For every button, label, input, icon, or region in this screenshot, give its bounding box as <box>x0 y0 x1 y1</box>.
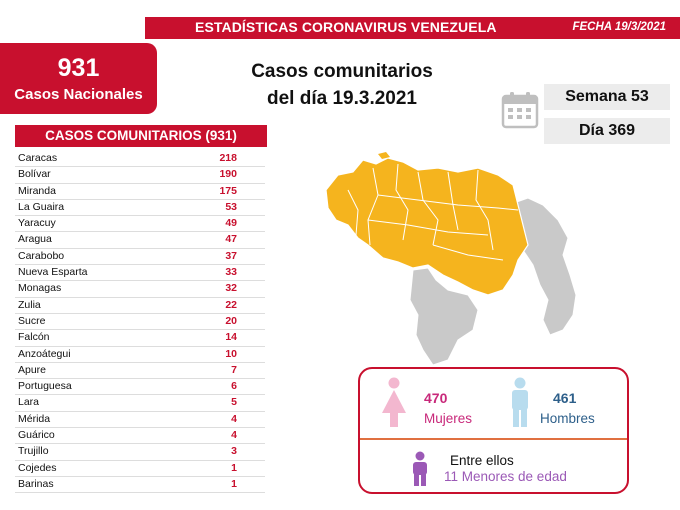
state-cases: 5 <box>231 396 237 409</box>
state-name: Falcón <box>18 331 50 344</box>
state-name: Mérida <box>18 412 51 425</box>
table-row: Falcón 14 <box>15 330 265 347</box>
men-label: Hombres <box>540 411 595 426</box>
headline-line-2: del día 19.3.2021 <box>267 88 417 109</box>
table-row: Mérida 4 <box>15 412 265 429</box>
table-row: Aragua 47 <box>15 232 265 249</box>
state-cases: 7 <box>231 363 237 376</box>
state-cases: 10 <box>225 347 237 360</box>
venezuela-map <box>325 152 577 366</box>
table-row: Portuguesa 6 <box>15 379 265 396</box>
national-cases-label: Casos Nacionales <box>14 86 143 103</box>
table-row: Lara 5 <box>15 395 265 412</box>
state-name: Caracas <box>18 152 58 164</box>
table-row: Cojedes 1 <box>15 461 265 477</box>
table-row: Anzoátegui 10 <box>15 347 265 363</box>
state-cases: 22 <box>225 298 237 311</box>
title-strip <box>145 17 680 39</box>
state-cases: 218 <box>219 152 237 164</box>
headline: Casos comunitarios del día 19.3.2021 <box>232 58 452 112</box>
card-divider <box>360 438 627 440</box>
table-row: Trujillo 3 <box>15 444 265 461</box>
state-cases: 37 <box>225 249 237 262</box>
state-cases: 6 <box>231 380 237 393</box>
state-name: Zulia <box>18 298 41 311</box>
state-cases: 190 <box>219 168 237 181</box>
page-title: ESTADÍSTICAS CORONAVIRUS VENEZUELA <box>195 19 497 35</box>
state-cases: 175 <box>219 184 237 197</box>
state-name: Trujillo <box>18 445 49 458</box>
table-row: Miranda 175 <box>15 184 265 200</box>
state-name: Anzoátegui <box>18 347 71 360</box>
state-cases: 3 <box>231 445 237 458</box>
women-label: Mujeres <box>424 411 473 426</box>
national-cases-count: 931 <box>57 54 100 82</box>
state-name: Miranda <box>18 184 56 197</box>
minors-heading: Entre ellos <box>450 453 514 468</box>
state-name: Aragua <box>18 233 52 246</box>
table-row: La Guaira 53 <box>15 200 265 217</box>
table-row: Sucre 20 <box>15 314 265 331</box>
men-count: 461 <box>553 390 577 406</box>
table-row: Zulia 22 <box>15 298 265 314</box>
map-island-nueva-esparta <box>378 152 390 159</box>
state-name: Portuguesa <box>18 380 72 393</box>
week-badge: Semana 53 <box>544 84 670 110</box>
child-figure-icon <box>413 451 427 486</box>
minors-label: 11 Menores de edad <box>444 469 567 484</box>
table-row: Monagas 32 <box>15 281 265 298</box>
state-name: Barinas <box>18 477 54 490</box>
state-cases: 4 <box>231 412 237 425</box>
female-figure-icon <box>382 377 406 427</box>
male-figure-icon <box>512 377 528 427</box>
table-row: Yaracuy 49 <box>15 216 265 233</box>
state-name: Apure <box>18 363 47 376</box>
headline-line-1: Casos comunitarios <box>251 61 433 82</box>
demographics-card: 470 Mujeres 461 Hombres Entre ellos 11 M… <box>358 367 629 494</box>
state-cases: 47 <box>225 233 237 246</box>
state-cases: 32 <box>225 282 237 295</box>
state-cases: 33 <box>225 266 237 279</box>
state-name: Bolívar <box>18 168 51 181</box>
state-name: Monagas <box>18 282 62 295</box>
state-name: Yaracuy <box>18 217 56 230</box>
state-cases: 49 <box>225 217 237 230</box>
map-region-affected <box>325 157 529 296</box>
state-cases: 4 <box>231 429 237 442</box>
map-region-unaffected <box>409 267 479 366</box>
table-row: Carabobo 37 <box>15 249 265 266</box>
table-row: Nueva Esparta 33 <box>15 265 265 282</box>
state-name: Nueva Esparta <box>18 266 88 279</box>
state-name: Lara <box>18 396 40 409</box>
table-row: Bolívar 190 <box>15 167 265 184</box>
table-row: Apure 7 <box>15 363 265 380</box>
table-row: Caracas 218 <box>15 151 265 168</box>
state-name: La Guaira <box>18 200 65 213</box>
top-banner: ESTADÍSTICAS CORONAVIRUS VENEZUELA FECHA… <box>0 0 680 42</box>
state-cases: 1 <box>231 461 237 474</box>
state-name: Sucre <box>18 314 46 327</box>
state-cases: 1 <box>231 477 237 490</box>
state-cases: 20 <box>225 314 237 327</box>
state-name: Cojedes <box>18 461 57 474</box>
day-badge: Día 369 <box>544 118 670 144</box>
report-date: FECHA 19/3/2021 <box>572 21 666 33</box>
state-name: Guárico <box>18 429 55 442</box>
cases-table-header: CASOS COMUNITARIOS (931) <box>15 125 267 147</box>
national-cases-box: 931 Casos Nacionales <box>0 43 157 114</box>
calendar-icon <box>501 92 539 129</box>
state-cases: 14 <box>225 331 237 344</box>
table-row: Guárico 4 <box>15 428 265 445</box>
state-cases: 53 <box>225 200 237 213</box>
women-count: 470 <box>424 390 448 406</box>
cases-table: Caracas 218 Bolívar 190 Miranda 175 La Guai… <box>15 151 265 494</box>
state-name: Carabobo <box>18 249 65 262</box>
table-row: Barinas 1 <box>15 477 265 494</box>
